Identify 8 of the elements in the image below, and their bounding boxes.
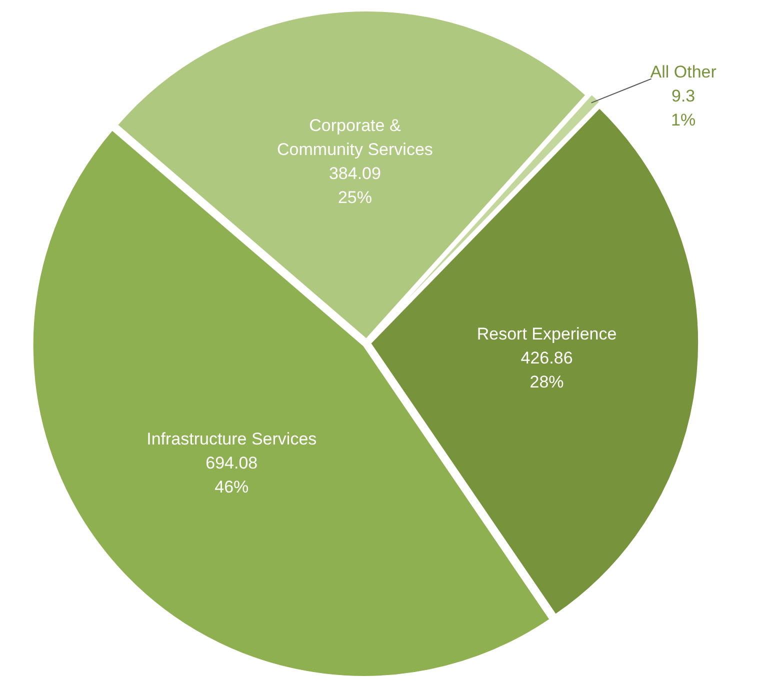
- slice-label: Infrastructure Services: [146, 429, 317, 448]
- data-label: 384.09 25%: [328, 164, 381, 208]
- slice-label: Corporate & Community Services: [277, 116, 433, 160]
- data-label: 9.3 1%: [671, 86, 696, 130]
- slice-label: Resort Experience: [476, 324, 617, 344]
- data-label: 426.86 28%: [520, 348, 573, 392]
- slice-label: All Other: [650, 62, 717, 82]
- data-label: 694.08 46%: [206, 453, 258, 496]
